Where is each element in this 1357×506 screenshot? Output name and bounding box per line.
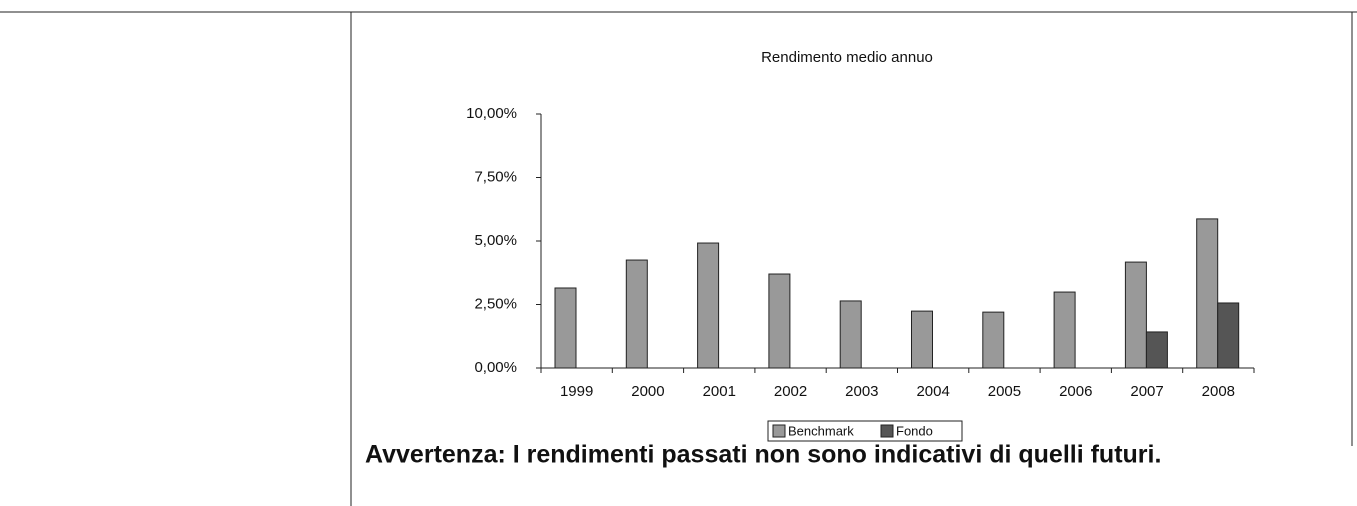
y-tick-label: 10,00% [466, 105, 517, 122]
legend-swatch [772, 424, 786, 438]
bar [697, 242, 720, 369]
legend-box [767, 420, 963, 442]
bar [911, 310, 933, 369]
chart-title: Rendimento medio annuo [761, 49, 933, 66]
y-tick-label: 2,50% [474, 295, 517, 312]
y-tick-label: 0,00% [474, 359, 517, 376]
x-tick-label: 2001 [703, 383, 736, 400]
warning-note: Avvertenza: I rendimenti passati non son… [365, 441, 1161, 469]
y-tick-label: 7,50% [474, 168, 517, 185]
bar [982, 311, 1005, 369]
bar [768, 273, 791, 369]
x-tick-label: 2007 [1130, 383, 1163, 400]
legend-label: Benchmark [788, 423, 854, 438]
legend-swatch [880, 424, 894, 438]
bar [839, 300, 862, 369]
bar [554, 287, 577, 369]
bar [1053, 291, 1076, 369]
x-tick-label: 2006 [1059, 383, 1092, 400]
bar [1124, 261, 1147, 369]
x-tick-label: 2000 [631, 383, 664, 400]
bar [1217, 302, 1240, 369]
bar [625, 259, 648, 369]
x-tick-label: 2002 [774, 383, 807, 400]
bar [1145, 331, 1168, 369]
bar [1196, 218, 1219, 369]
legend-label: Fondo [896, 423, 933, 438]
x-tick-label: 1999 [560, 383, 593, 400]
x-tick-label: 2004 [916, 383, 949, 400]
x-tick-label: 2008 [1202, 383, 1235, 400]
x-tick-label: 2005 [988, 383, 1021, 400]
y-tick-label: 5,00% [474, 232, 517, 249]
x-tick-label: 2003 [845, 383, 878, 400]
